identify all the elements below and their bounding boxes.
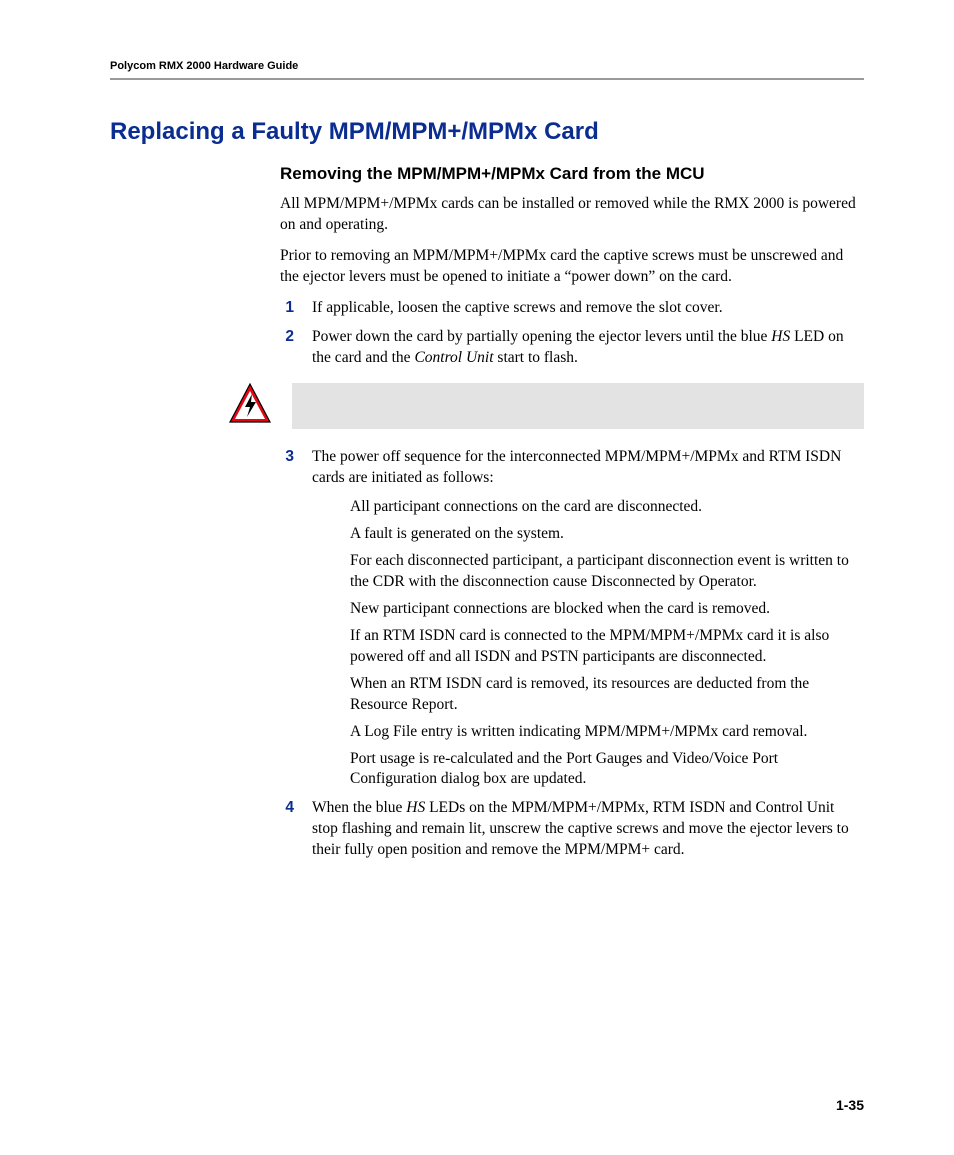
- warning-callout-box: [292, 383, 864, 429]
- electrical-warning-icon: [228, 382, 272, 429]
- substep-block: All participant connections on the card …: [350, 497, 864, 790]
- step-number: 4: [280, 798, 294, 861]
- text-run: A: [350, 723, 364, 740]
- substep-text: Port usage is re-calculated and the Port…: [350, 749, 864, 791]
- header-rule: [110, 78, 864, 80]
- page-number: 1-35: [836, 1097, 864, 1113]
- substep-text: All participant connections on the card …: [350, 497, 864, 518]
- text-run: Power down the card by partially opening…: [312, 328, 771, 345]
- step-item: 2 Power down the card by partially openi…: [280, 327, 864, 369]
- substep-text: New participant connections are blocked …: [350, 599, 864, 620]
- text-run: When the blue: [312, 799, 406, 816]
- substep-text: For each disconnected participant, a par…: [350, 551, 864, 593]
- text-run: entry is written indicating MPM/MPM+/MPM…: [417, 723, 807, 740]
- step-number: 2: [280, 327, 294, 369]
- text-run: and: [642, 750, 672, 767]
- step-item: 3 The power off sequence for the interco…: [280, 447, 864, 489]
- step-text: The power off sequence for the interconn…: [312, 447, 864, 489]
- step-text: When the blue HS LEDs on the MPM/MPM+/MP…: [312, 798, 864, 861]
- intro-paragraph: All MPM/MPM+/MPMx cards can be installed…: [280, 194, 864, 236]
- step-item: 1 If applicable, loosen the captive scre…: [280, 298, 864, 319]
- step-text: If applicable, loosen the captive screws…: [312, 298, 864, 319]
- italic-run: Control Unit: [414, 349, 493, 366]
- section-heading-h2: Removing the MPM/MPM+/MPMx Card from the…: [280, 164, 864, 184]
- italic-run: Disconnected by Operator.: [591, 573, 757, 590]
- text-run: start to flash.: [494, 349, 578, 366]
- section-heading-h1: Replacing a Faulty MPM/MPM+/MPMx Card: [110, 118, 864, 146]
- warning-callout: [110, 382, 864, 429]
- document-page: Polycom RMX 2000 Hardware Guide Replacin…: [0, 0, 954, 1155]
- step-text: Power down the card by partially opening…: [312, 327, 864, 369]
- italic-run: Log File: [364, 723, 417, 740]
- intro-paragraph: Prior to removing an MPM/MPM+/MPMx card …: [280, 246, 864, 288]
- italic-run: Port Gauges: [566, 750, 642, 767]
- substep-text: If an RTM ISDN card is connected to the …: [350, 626, 864, 668]
- substep-text: When an RTM ISDN card is removed, its re…: [350, 674, 864, 716]
- step-item: 4 When the blue HS LEDs on the MPM/MPM+/…: [280, 798, 864, 861]
- substep-text: A Log File entry is written indicating M…: [350, 722, 864, 743]
- italic-run: HS: [406, 799, 425, 816]
- substep-text: A fault is generated on the system.: [350, 524, 864, 545]
- content-block: Removing the MPM/MPM+/MPMx Card from the…: [280, 164, 864, 368]
- italic-run: HS: [771, 328, 790, 345]
- running-header: Polycom RMX 2000 Hardware Guide: [110, 60, 864, 72]
- step-number: 1: [280, 298, 294, 319]
- step-number: 3: [280, 447, 294, 489]
- content-block: 3 The power off sequence for the interco…: [280, 447, 864, 861]
- text-run: dialog box are updated.: [437, 770, 586, 787]
- text-run: Port usage is re-calculated and the: [350, 750, 566, 767]
